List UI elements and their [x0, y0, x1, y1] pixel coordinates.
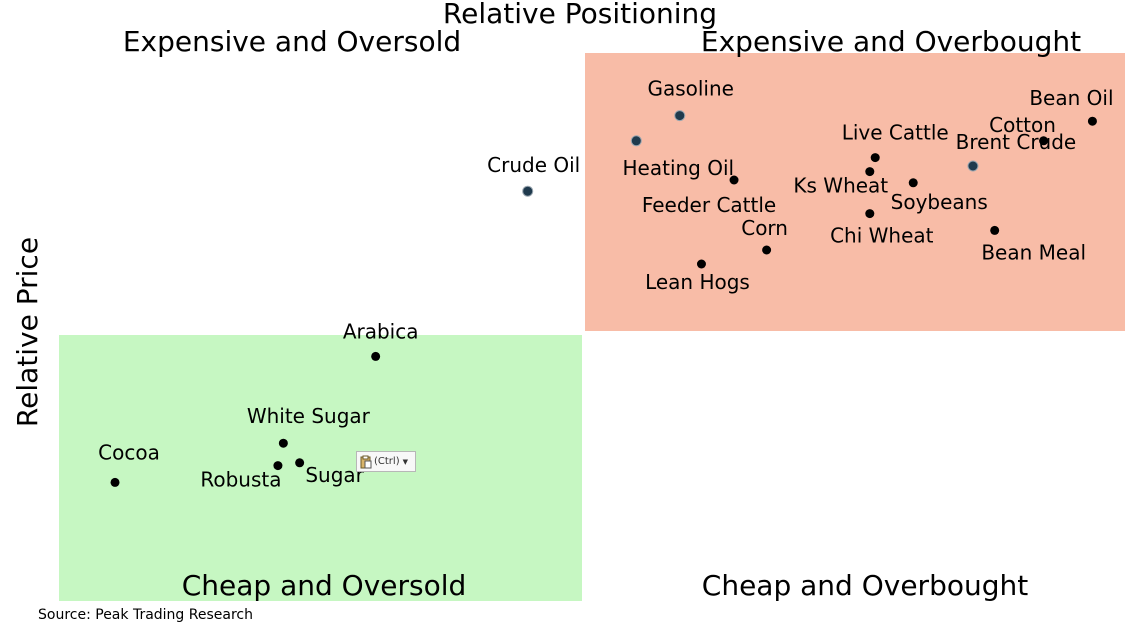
- point-cotton: [1039, 136, 1049, 146]
- point-heating-oil: [630, 135, 642, 147]
- point-white-sugar: [278, 438, 288, 448]
- chevron-down-icon: ▼: [402, 457, 408, 466]
- point-label-brent-crude: Brent Crude: [956, 130, 1077, 154]
- chart-title: Relative Positioning: [443, 0, 717, 30]
- y-axis-label: Relative Price: [11, 237, 44, 427]
- point-label-chi-wheat: Chi Wheat: [830, 224, 934, 248]
- oversold-quadrant-fill: [59, 335, 582, 601]
- source-note: Source: Peak Trading Research: [38, 607, 253, 623]
- point-label-cocoa: Cocoa: [98, 440, 160, 464]
- point-chi-wheat: [865, 209, 875, 219]
- point-label-crude-oil: Crude Oil: [487, 153, 580, 177]
- point-label-ks-wheat: Ks Wheat: [793, 174, 888, 198]
- point-brent-crude: [967, 160, 979, 172]
- clipboard-icon: [360, 455, 372, 468]
- point-sugar: [295, 458, 305, 468]
- point-label-cotton: Cotton: [989, 113, 1056, 137]
- point-label-robusta: Robusta: [200, 468, 281, 492]
- point-label-arabica: Arabica: [343, 319, 419, 343]
- point-label-heating-oil: Heating Oil: [623, 156, 735, 180]
- overbought-quadrant-fill: [585, 53, 1125, 331]
- point-gasoline: [674, 110, 686, 122]
- point-label-soybeans: Soybeans: [891, 190, 988, 214]
- point-crude-oil: [522, 185, 534, 197]
- point-feeder-cattle: [729, 175, 739, 185]
- paste-options-label: (Ctrl): [374, 456, 400, 467]
- points-layer: Gasoline Heating Oil Crude Oil Bean Oil Cott…: [98, 77, 1113, 492]
- point-label-gasoline: Gasoline: [647, 77, 734, 101]
- point-arabica: [371, 351, 381, 361]
- paste-options-button[interactable]: (Ctrl) ▼: [356, 451, 416, 472]
- quadrant-label-bottom-left: Cheap and Oversold: [182, 569, 467, 602]
- point-robusta: [273, 461, 283, 471]
- point-corn: [762, 245, 772, 255]
- quadrant-label-top-right: Expensive and Overbought: [701, 25, 1081, 58]
- point-live-cattle: [870, 153, 880, 163]
- point-cocoa: [110, 477, 120, 487]
- point-label-corn: Corn: [741, 216, 788, 240]
- point-label-bean-oil: Bean Oil: [1029, 86, 1113, 110]
- point-lean-hogs: [696, 259, 706, 269]
- point-ks-wheat: [865, 167, 875, 177]
- quadrant-label-bottom-right: Cheap and Overbought: [702, 569, 1028, 602]
- point-bean-meal: [990, 225, 1000, 235]
- point-label-bean-meal: Bean Meal: [981, 240, 1086, 264]
- point-label-lean-hogs: Lean Hogs: [645, 270, 750, 294]
- point-label-white-sugar: White Sugar: [247, 404, 371, 428]
- quadrant-label-top-left: Expensive and Oversold: [123, 25, 461, 58]
- point-label-sugar: Sugar: [305, 463, 364, 487]
- point-bean-oil: [1087, 116, 1097, 126]
- point-soybeans: [908, 178, 918, 188]
- point-label-live-cattle: Live Cattle: [842, 121, 949, 145]
- point-label-feeder-cattle: Feeder Cattle: [642, 193, 776, 217]
